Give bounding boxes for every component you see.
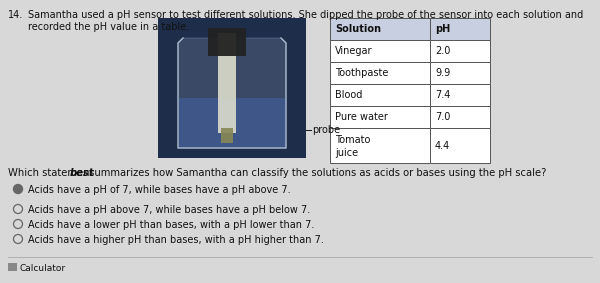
Bar	[430, 128, 490, 163]
Text: Acids have a higher pH than bases, with a pH higher than 7.: Acids have a higher pH than bases, with …	[28, 235, 323, 245]
Text: Tomato: Tomato	[335, 135, 370, 145]
Bar	[158, 18, 306, 158]
Text: 4.4: 4.4	[435, 141, 450, 151]
Text: Solution: Solution	[335, 24, 381, 34]
Text: summarizes how Samantha can classify the solutions as acids or bases using the p: summarizes how Samantha can classify the…	[86, 168, 547, 178]
Text: Samantha used a pH sensor to test different solutions. She dipped the probe of t: Samantha used a pH sensor to test differ…	[28, 10, 583, 32]
Bar	[330, 40, 430, 62]
Text: Acids have a pH above 7, while bases have a pH below 7.: Acids have a pH above 7, while bases hav…	[28, 205, 310, 215]
Bar	[8, 263, 17, 271]
Text: Acids have a lower pH than bases, with a pH lower than 7.: Acids have a lower pH than bases, with a…	[28, 220, 314, 230]
Text: 14.: 14.	[8, 10, 23, 20]
Circle shape	[14, 185, 23, 194]
Bar	[330, 128, 430, 163]
Text: 9.9: 9.9	[435, 68, 450, 78]
Text: pH: pH	[435, 24, 450, 34]
Bar	[208, 28, 246, 56]
Bar	[430, 62, 490, 84]
Text: Which statement: Which statement	[8, 168, 97, 178]
Text: 2.0: 2.0	[435, 46, 451, 56]
Bar	[179, 98, 286, 148]
Bar	[330, 62, 430, 84]
Bar	[330, 84, 430, 106]
Bar	[430, 40, 490, 62]
Text: Acids have a pH of 7, while bases have a pH above 7.: Acids have a pH of 7, while bases have a…	[28, 185, 290, 195]
Bar	[330, 106, 430, 128]
Bar	[158, 18, 306, 158]
Text: juice: juice	[335, 148, 358, 158]
Text: 7.4: 7.4	[435, 90, 451, 100]
Bar	[430, 106, 490, 128]
Text: Blood: Blood	[335, 90, 362, 100]
Text: Toothpaste: Toothpaste	[335, 68, 388, 78]
Bar	[430, 84, 490, 106]
Text: 7.0: 7.0	[435, 112, 451, 122]
Text: Pure water: Pure water	[335, 112, 388, 122]
Bar	[330, 18, 430, 40]
Text: Calculator: Calculator	[20, 264, 66, 273]
Text: best: best	[70, 168, 94, 178]
Bar	[221, 128, 233, 143]
Bar	[430, 18, 490, 40]
Polygon shape	[178, 38, 286, 148]
Text: Vinegar: Vinegar	[335, 46, 373, 56]
Text: probe: probe	[312, 125, 340, 135]
Bar	[218, 33, 236, 133]
